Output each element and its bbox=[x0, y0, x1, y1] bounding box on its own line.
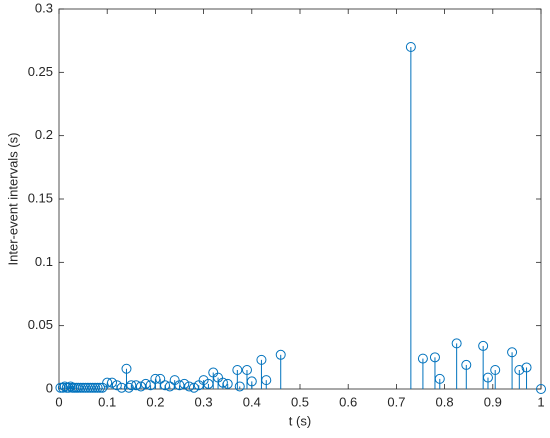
y-tick-label: 0.3 bbox=[35, 0, 53, 15]
x-tick-label: 1 bbox=[537, 394, 544, 409]
stem-marker bbox=[246, 376, 257, 387]
stem-marker bbox=[160, 380, 171, 391]
stem-marker bbox=[482, 372, 493, 383]
stem-marker bbox=[461, 359, 472, 370]
stem-marker bbox=[417, 353, 428, 364]
y-tick-label: 0.25 bbox=[28, 64, 53, 79]
stem-marker bbox=[123, 382, 134, 393]
stem-marker bbox=[232, 365, 243, 375]
stem-marker bbox=[63, 382, 74, 393]
stem-marker bbox=[429, 352, 440, 363]
stem-marker bbox=[184, 381, 195, 392]
stem-marker bbox=[222, 378, 233, 389]
stem-marker bbox=[451, 338, 462, 349]
stem-marker bbox=[521, 362, 532, 373]
stem-marker bbox=[275, 349, 286, 360]
x-tick-label: 0.9 bbox=[484, 394, 502, 409]
x-axis-label: t (s) bbox=[289, 413, 311, 428]
stem-marker bbox=[507, 347, 518, 358]
x-tick-label: 0 bbox=[55, 394, 62, 409]
stem-marker bbox=[155, 373, 166, 384]
stem-marker bbox=[434, 373, 445, 384]
y-tick-label: 0.2 bbox=[35, 127, 53, 142]
stem-marker bbox=[107, 377, 118, 388]
stem-marker bbox=[111, 380, 122, 391]
x-tick-label: 0.2 bbox=[146, 394, 164, 409]
stem-marker bbox=[131, 380, 142, 391]
y-tick-label: 0 bbox=[46, 380, 53, 395]
stem-marker bbox=[94, 382, 105, 393]
stem-marker bbox=[241, 365, 252, 375]
x-tick-label: 0.3 bbox=[195, 394, 213, 409]
x-tick-label: 0.8 bbox=[436, 394, 454, 409]
plot-box bbox=[58, 8, 542, 390]
stem-marker bbox=[256, 354, 267, 365]
stem-marker bbox=[57, 382, 68, 393]
stem-marker bbox=[478, 340, 489, 351]
stem-marker bbox=[405, 42, 416, 52]
stem-marker bbox=[59, 381, 70, 392]
stem-marker bbox=[490, 365, 501, 375]
y-tick-label: 0.05 bbox=[28, 317, 53, 332]
stem-marker bbox=[261, 375, 272, 386]
stem-marker bbox=[536, 384, 546, 394]
stem-marker bbox=[65, 381, 76, 392]
x-tick-label: 0.4 bbox=[243, 394, 261, 409]
x-tick-label: 0.1 bbox=[98, 394, 116, 409]
y-tick-label: 0.15 bbox=[28, 190, 53, 205]
y-axis-label: Inter-event intervals (s) bbox=[5, 133, 20, 266]
stem-marker bbox=[234, 381, 245, 392]
x-tick-label: 0.7 bbox=[387, 394, 405, 409]
stem-marker bbox=[217, 377, 228, 388]
y-tick-label: 0.1 bbox=[35, 254, 53, 269]
x-tick-label: 0.6 bbox=[339, 394, 357, 409]
stem-marker bbox=[514, 365, 525, 375]
stem-marker bbox=[121, 363, 132, 374]
stem-marker bbox=[140, 378, 151, 389]
stem-marker bbox=[179, 378, 190, 389]
x-tick-label: 0.5 bbox=[291, 394, 309, 409]
